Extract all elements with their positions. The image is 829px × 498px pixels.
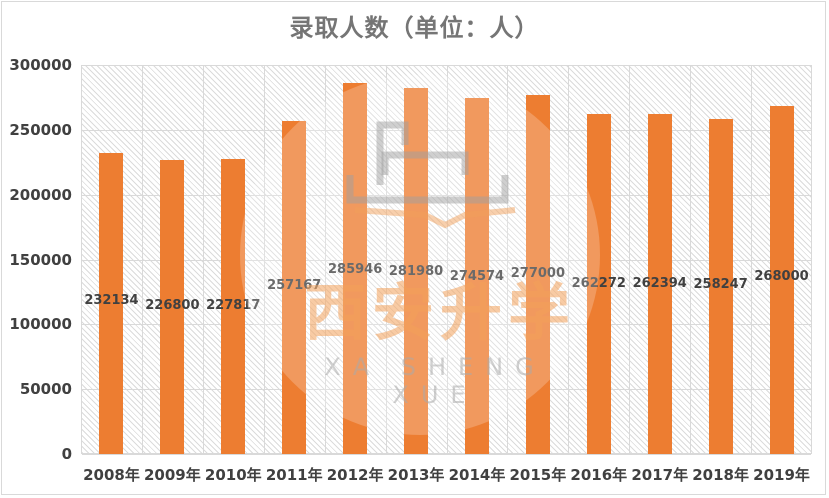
data-label: 227817	[206, 298, 261, 313]
y-tick-label: 150000	[9, 250, 72, 269]
data-label: 281980	[388, 264, 444, 279]
gridline-vertical	[629, 66, 631, 453]
bar	[708, 119, 733, 454]
data-label: 262394	[632, 276, 687, 291]
gridline-horizontal	[82, 454, 811, 455]
gridline-vertical	[202, 66, 204, 453]
plot-area	[81, 65, 812, 455]
y-tick-label: 250000	[9, 120, 72, 139]
bar	[343, 83, 368, 454]
data-label: 262272	[571, 276, 626, 291]
data-label: 268000	[754, 269, 809, 284]
bar	[221, 158, 246, 454]
x-tick-label: 2010年	[204, 466, 262, 484]
y-tick-label: 50000	[19, 380, 72, 399]
gridline-vertical	[568, 66, 570, 453]
data-label: 277000	[510, 266, 566, 281]
gridline-vertical	[751, 66, 753, 453]
bar	[282, 120, 307, 454]
x-tick-label: 2019年	[753, 466, 810, 484]
gridline-vertical	[385, 66, 387, 453]
data-label: 285946	[327, 262, 383, 277]
y-tick-label: 100000	[9, 315, 72, 334]
gridline-vertical	[446, 66, 448, 453]
gridline-vertical	[263, 66, 265, 453]
y-tick-label: 200000	[9, 185, 72, 204]
bar	[99, 152, 124, 454]
x-tick-label: 2015年	[509, 466, 567, 484]
x-tick-label: 2013年	[387, 466, 445, 484]
y-tick-label: 0	[61, 445, 72, 463]
bar	[160, 159, 185, 454]
bar	[769, 106, 794, 454]
data-label: 274574	[449, 269, 505, 284]
data-label: 232134	[84, 293, 139, 308]
data-label: 258247	[693, 277, 748, 292]
x-tick-label: 2018年	[692, 466, 749, 484]
data-label: 257167	[267, 278, 322, 293]
y-tick-label: 300000	[9, 56, 72, 74]
x-tick-label: 2016年	[570, 466, 628, 484]
x-tick-label: 2012年	[326, 466, 384, 484]
chart-title: 录取人数（单位：人）	[289, 14, 540, 42]
data-label: 226800	[145, 298, 200, 313]
x-tick-label: 2014年	[448, 466, 506, 484]
x-tick-label: 2017年	[631, 466, 689, 484]
gridline-vertical	[507, 66, 509, 453]
gridline-vertical	[324, 66, 326, 453]
bar	[586, 113, 611, 454]
bar	[525, 94, 550, 454]
bar	[464, 97, 489, 454]
gridline-horizontal	[82, 65, 811, 66]
gridline-vertical	[141, 66, 143, 453]
bar	[647, 113, 672, 454]
x-tick-label: 2008年	[83, 466, 140, 484]
gridline-vertical	[690, 66, 692, 453]
x-tick-label: 2011年	[265, 466, 323, 484]
x-tick-label: 2009年	[144, 466, 201, 484]
